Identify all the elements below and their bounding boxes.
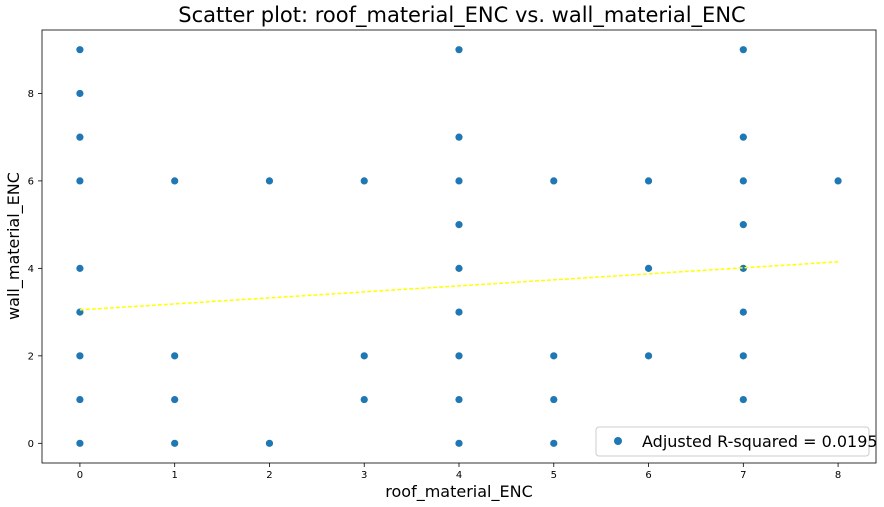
data-point: [76, 89, 84, 98]
x-tick-label: 3: [361, 470, 367, 481]
y-tick-label: 8: [28, 89, 34, 100]
y-tick-label: 0: [28, 439, 34, 450]
x-tick-label: 7: [740, 470, 746, 481]
data-point: [360, 177, 368, 185]
data-point: [550, 395, 558, 404]
x-tick-label: 8: [835, 470, 841, 481]
axes: 0 1 2 3 4 5 6 7 8 0 2 4 6 8: [28, 29, 877, 481]
data-point: [171, 395, 179, 404]
data-point: [834, 177, 842, 185]
data-point: [455, 395, 463, 404]
data-point: [171, 177, 179, 185]
data-point: [455, 133, 463, 141]
data-point: [455, 221, 463, 229]
trend-line: [79, 261, 839, 311]
data-point: [76, 395, 84, 404]
data-point: [455, 264, 463, 272]
x-tick-label: 5: [551, 470, 557, 481]
y-axis-label: wall_material_ENC: [4, 172, 24, 320]
data-point: [739, 177, 747, 185]
data-point: [76, 133, 84, 141]
x-tick-label: 1: [171, 470, 177, 481]
x-tick-label: 0: [77, 470, 83, 481]
x-axis-label: roof_material_ENC: [385, 482, 532, 502]
data-point: [76, 439, 84, 447]
x-tick-label: 4: [456, 470, 462, 481]
data-point: [739, 46, 747, 54]
data-point: [550, 439, 558, 447]
y-tick-label: 6: [28, 176, 34, 187]
legend: Adjusted R-squared = 0.0195: [595, 426, 878, 457]
data-point: [550, 352, 558, 360]
data-point: [739, 221, 747, 229]
data-point: [739, 308, 747, 316]
data-point: [360, 352, 368, 360]
data-point: [455, 439, 463, 447]
data-point: [644, 177, 653, 185]
data-point: [76, 264, 84, 272]
data-point: [455, 46, 463, 54]
legend-marker: [614, 437, 622, 445]
data-point: [265, 177, 274, 185]
x-tick-label: 6: [645, 470, 651, 481]
y-tick-label: 2: [28, 351, 34, 362]
data-point: [644, 264, 653, 272]
legend-box: [595, 426, 870, 457]
y-tick-label: 4: [28, 264, 34, 275]
legend-label: Adjusted R-squared = 0.0195: [642, 432, 878, 451]
data-point: [76, 177, 84, 185]
plot-area: [76, 46, 842, 447]
data-point: [739, 133, 747, 141]
data-point: [360, 395, 368, 404]
data-point: [171, 352, 179, 360]
data-point: [550, 177, 558, 185]
data-point: [76, 46, 84, 54]
data-point: [455, 308, 463, 316]
x-tick-label: 2: [266, 470, 272, 481]
data-point: [739, 352, 747, 360]
data-point: [644, 352, 653, 360]
data-point: [76, 352, 84, 360]
data-point: [455, 352, 463, 360]
data-point: [455, 177, 463, 185]
data-point: [265, 439, 274, 447]
data-point: [739, 395, 747, 404]
data-point: [171, 439, 179, 447]
data-point: [739, 264, 747, 272]
chart-title: Scatter plot: roof_material_ENC vs. wall…: [178, 3, 745, 28]
